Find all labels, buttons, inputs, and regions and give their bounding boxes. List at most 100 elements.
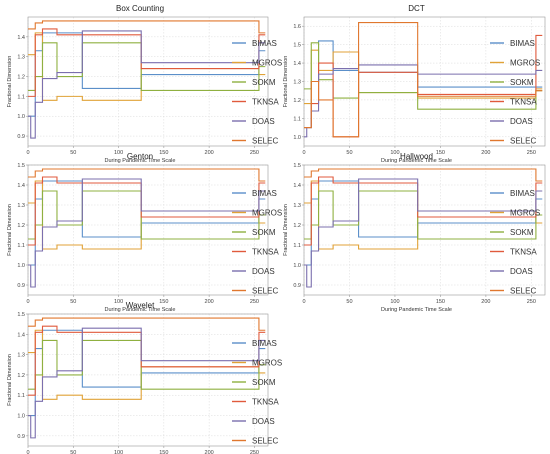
y-tick-label: 1.1 <box>17 393 25 399</box>
y-tick-label: 1.2 <box>17 75 25 81</box>
legend-label-bimas: BIMAS <box>510 39 535 48</box>
x-tick-label: 200 <box>481 150 490 156</box>
x-tick-label: 250 <box>250 299 259 305</box>
y-tick-label: 1.0 <box>17 414 25 420</box>
legend-label-doas: DOAS <box>510 267 533 276</box>
x-tick-label: 150 <box>436 150 445 156</box>
x-tick-label: 250 <box>527 299 536 305</box>
series-line-tknsa <box>28 28 266 97</box>
x-tick-label: 150 <box>436 299 445 305</box>
y-tick-label: 0.9 <box>17 134 25 140</box>
y-tick-label: 1.1 <box>293 116 301 122</box>
chart-panel-2: 0 50 100 150 200 250 1.0 1.1 1.2 1.3 1.4 1.5 1.6 DCT D… <box>283 4 546 164</box>
y-tick-label: 0.9 <box>17 283 25 289</box>
series-line-doas <box>304 178 543 288</box>
x-tick-label: 100 <box>390 150 399 156</box>
series-line-sokm <box>28 339 266 390</box>
series-line-doas <box>28 178 266 288</box>
y-tick-label: 1.3 <box>17 203 25 209</box>
y-tick-label: 1.4 <box>17 35 25 41</box>
series-line-selec <box>28 317 266 331</box>
y-tick-label: 1.4 <box>293 183 301 189</box>
x-tick-label: 150 <box>159 150 168 156</box>
y-tick-label: 1.2 <box>293 223 301 229</box>
series-line-sokm <box>304 190 543 240</box>
legend: BIMAS MGROS SOKM TKNSA DOAS SELEC <box>490 189 540 296</box>
y-tick-label: 1.5 <box>293 163 301 169</box>
x-tick-label: 50 <box>70 150 76 156</box>
x-tick-label: 150 <box>159 450 168 454</box>
legend-label-sokm: SOKM <box>252 228 276 237</box>
y-tick-label: 1.0 <box>17 263 25 269</box>
y-tick-label: 1.2 <box>293 98 301 104</box>
series-line-tknsa <box>304 34 543 138</box>
series-line-bimas <box>304 40 543 129</box>
y-tick-label: 1.5 <box>17 163 25 169</box>
plot-frame <box>27 313 269 447</box>
chart-panel-1: 0 50 100 150 200 250 0.9 1.0 1.1 1.2 1.3 1.4 Box Cou… <box>7 4 282 164</box>
plot-frame <box>27 164 269 296</box>
legend-label-tknsa: TKNSA <box>252 98 279 107</box>
legend-label-selec: SELEC <box>510 137 536 146</box>
y-tick-label: 1.0 <box>293 135 301 141</box>
x-tick-label: 200 <box>205 450 214 454</box>
y-axis-label: Fractional Dimension <box>7 204 13 256</box>
y-tick-label: 1.1 <box>17 94 25 100</box>
legend-label-selec: SELEC <box>252 287 278 296</box>
plot-frame <box>27 16 269 147</box>
series-line-bimas <box>28 32 266 117</box>
chart-title: DCT <box>408 4 425 13</box>
x-tick-label: 100 <box>390 299 399 305</box>
legend-label-bimas: BIMAS <box>252 189 277 198</box>
x-axis-label: During Pandemic Time Scale <box>381 307 452 313</box>
chart-panel-5: 0 50 100 150 200 250 0.9 1.0 1.1 1.2 1.3 1.4 1.5 Wave… <box>7 301 282 454</box>
legend-label-doas: DOAS <box>252 267 275 276</box>
legend-label-mgros: MGROS <box>252 359 282 368</box>
chart-title: Hallwood <box>400 152 433 161</box>
x-axis-label: During Pandemic Time Scale <box>381 158 452 164</box>
x-tick-label: 0 <box>26 450 29 454</box>
legend-label-tknsa: TKNSA <box>252 398 279 407</box>
series-line-doas <box>304 64 543 138</box>
legend-label-tknsa: TKNSA <box>510 248 537 257</box>
y-tick-label: 1.5 <box>17 312 25 318</box>
y-tick-label: 1.6 <box>293 24 301 30</box>
x-tick-label: 200 <box>481 299 490 305</box>
x-axis-label: During Pandemic Time Scale <box>105 307 176 313</box>
legend: BIMAS MGROS SOKM TKNSA DOAS SELEC <box>232 339 282 446</box>
legend-label-mgros: MGROS <box>510 209 540 218</box>
legend-label-selec: SELEC <box>252 137 278 146</box>
x-tick-label: 100 <box>114 150 123 156</box>
legend-label-bimas: BIMAS <box>252 39 277 48</box>
y-tick-label: 1.4 <box>17 332 25 338</box>
x-tick-label: 0 <box>302 150 305 156</box>
x-tick-label: 50 <box>70 299 76 305</box>
legend-label-sokm: SOKM <box>510 228 534 237</box>
chart-panel-4: 0 50 100 150 200 250 0.9 1.0 1.1 1.2 1.3 1.4 1.5 Hall… <box>283 152 546 313</box>
legend-label-selec: SELEC <box>252 437 278 446</box>
x-tick-label: 100 <box>114 450 123 454</box>
x-tick-label: 250 <box>527 150 536 156</box>
x-tick-label: 200 <box>205 299 214 305</box>
series-line-selec <box>28 20 266 34</box>
chart-title: Wavelet <box>126 301 155 310</box>
y-tick-label: 1.5 <box>293 43 301 49</box>
series-line-doas <box>28 327 266 439</box>
series-line-tknsa <box>28 325 266 396</box>
y-tick-label: 1.3 <box>17 353 25 359</box>
x-tick-label: 0 <box>302 299 305 305</box>
y-tick-label: 1.0 <box>17 114 25 120</box>
chart-title: Genton <box>127 152 153 161</box>
x-tick-label: 250 <box>250 150 259 156</box>
y-tick-label: 1.3 <box>17 55 25 61</box>
x-tick-label: 50 <box>346 299 352 305</box>
y-tick-label: 1.1 <box>17 243 25 249</box>
y-axis-label: Fractional Dimension <box>283 56 289 108</box>
series-line-sokm <box>304 42 543 110</box>
series-line-bimas <box>28 329 266 417</box>
series-line-mgros <box>304 49 543 105</box>
legend: BIMAS MGROS SOKM TKNSA DOAS SELEC <box>232 189 282 296</box>
legend-label-mgros: MGROS <box>252 59 282 68</box>
x-tick-label: 50 <box>346 150 352 156</box>
